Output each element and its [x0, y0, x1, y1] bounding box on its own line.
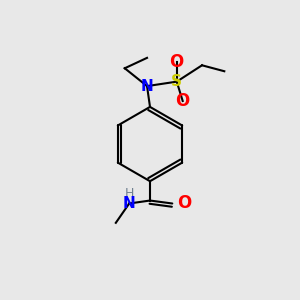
Text: O: O — [176, 92, 190, 110]
Text: H: H — [125, 187, 134, 200]
Text: N: N — [123, 196, 136, 211]
Text: S: S — [171, 74, 182, 89]
Text: N: N — [141, 79, 153, 94]
Text: O: O — [169, 53, 184, 71]
Text: O: O — [177, 194, 191, 212]
